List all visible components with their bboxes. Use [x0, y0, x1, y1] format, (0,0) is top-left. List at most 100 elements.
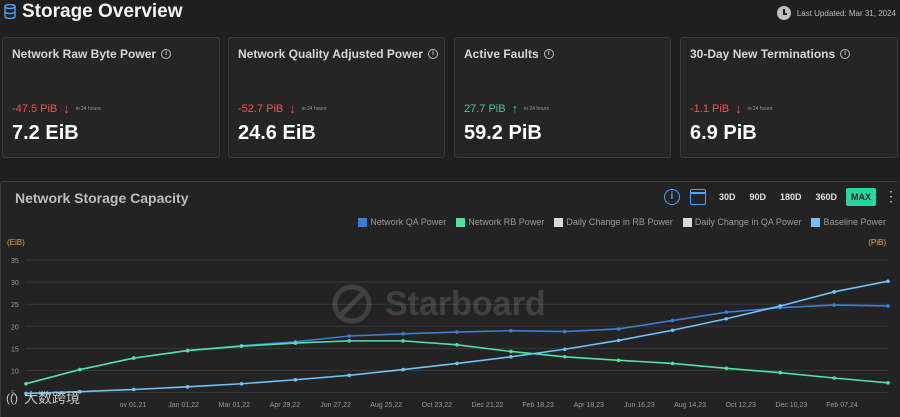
legend-swatch [682, 217, 692, 227]
x-tick-label: Apr 18,23 [574, 402, 604, 409]
data-point[interactable] [886, 304, 890, 308]
y-tick-label: 10 [11, 368, 19, 375]
arrow-down-icon: ↓ [63, 101, 70, 116]
data-point[interactable] [562, 329, 567, 334]
arrow-up-icon: ↑ [511, 101, 519, 116]
data-point[interactable] [347, 334, 352, 338]
x-tick-label: Dec 21,22 [472, 402, 504, 409]
data-point[interactable] [509, 328, 513, 333]
metric-value: 7.2 EiB [12, 122, 79, 144]
metric-change: 27.7 PiB ↑ in 24 hours [464, 101, 549, 116]
y-tick-label: 35 [11, 258, 19, 265]
data-point[interactable] [616, 338, 621, 343]
legend-item[interactable]: Network RB Power [456, 217, 544, 227]
data-point[interactable] [509, 354, 513, 359]
legend-item[interactable]: Daily Change in RB Power [554, 217, 673, 227]
metric-label: Network Quality Adjusted Power [238, 47, 423, 61]
info-icon[interactable]: i [543, 49, 554, 59]
data-point[interactable] [616, 327, 621, 331]
data-point[interactable] [131, 356, 136, 360]
data-point[interactable] [724, 316, 729, 321]
data-point[interactable] [670, 361, 675, 366]
data-point[interactable] [509, 349, 513, 354]
data-point[interactable] [616, 358, 621, 363]
range-button-90d[interactable]: 90D [749, 192, 766, 202]
chart-watermark: Starboard [385, 285, 546, 323]
database-icon [4, 4, 16, 19]
x-tick-label: Jan 01,22 [168, 402, 199, 409]
metric-change: -47.5 PiB ↓ in 24 hours [12, 101, 101, 116]
data-point[interactable] [293, 377, 298, 382]
data-point[interactable] [455, 330, 459, 334]
metric-value: 24.6 EiB [238, 122, 316, 144]
x-tick-label: Apr 29,22 [270, 402, 300, 409]
range-button-180d[interactable]: 180D [779, 192, 802, 202]
data-point[interactable] [401, 332, 405, 336]
arrow-down-icon: ↓ [735, 101, 742, 116]
data-point[interactable] [832, 303, 836, 307]
x-tick-label: Aug 14,23 [674, 402, 706, 409]
data-point[interactable] [131, 387, 136, 392]
data-point[interactable] [24, 391, 28, 396]
data-point[interactable] [455, 343, 459, 347]
data-point[interactable] [347, 339, 352, 343]
metric-label: Active Faults [464, 47, 539, 61]
data-point[interactable] [778, 304, 783, 308]
data-point[interactable] [185, 385, 190, 389]
metric-label: Network Raw Byte Power [12, 47, 157, 61]
starboard-logo-icon [332, 284, 372, 324]
info-icon[interactable]: i [663, 189, 680, 205]
data-point[interactable] [724, 366, 729, 371]
x-tick-label: Oct 12,23 [726, 402, 756, 409]
data-point[interactable] [670, 328, 675, 333]
range-button-max[interactable]: MAX [846, 188, 876, 206]
x-tick-label: Dec 10,23 [775, 402, 807, 409]
legend-item[interactable]: Network QA Power [358, 217, 446, 227]
data-point[interactable] [401, 367, 405, 372]
data-point[interactable] [562, 347, 567, 352]
range-button-30d[interactable]: 30D [718, 192, 736, 202]
last-updated: Last Updated: Mar 31, 2024 [776, 6, 896, 20]
metric-change: -1.1 PiB ↓ in 24 hours [690, 101, 773, 116]
calendar-icon[interactable] [689, 189, 706, 205]
data-point[interactable] [239, 381, 244, 386]
data-point[interactable] [293, 341, 298, 345]
info-icon[interactable]: i [427, 49, 438, 59]
range-button-360d[interactable]: 360D [815, 192, 837, 202]
storage-capacity-chart: 5 10 15 20 25 30 35 Starboard ov 01,21 Jan 01,2… [11, 258, 890, 409]
data-point[interactable] [347, 373, 352, 378]
left-axis-unit: (EiB) [7, 238, 25, 247]
info-icon[interactable]: i [161, 49, 172, 59]
network-storage-capacity-panel: Network Storage Capacity i 30D 90D 180D … [0, 181, 900, 417]
metric-card-active-faults: Active Faults i 27.7 PiB ↑ in 24 hours 5… [454, 37, 671, 158]
x-tick-label: Oct 23,22 [422, 402, 452, 409]
data-point[interactable] [886, 279, 890, 284]
data-point[interactable] [24, 381, 28, 386]
data-point[interactable] [239, 344, 244, 348]
metric-label: 30-Day New Terminations [690, 47, 836, 61]
info-icon[interactable]: i [840, 49, 851, 59]
site-watermark: (() 大数跨境 [6, 388, 80, 408]
chart-legend: Network QA Power Network RB Power Daily … [358, 217, 886, 227]
right-axis-unit: (PiB) [868, 238, 886, 247]
data-point[interactable] [832, 376, 836, 380]
data-point[interactable] [778, 370, 783, 375]
last-updated-text: Last Updated: Mar 31, 2024 [796, 8, 896, 18]
data-point[interactable] [78, 367, 82, 372]
data-point[interactable] [455, 361, 459, 366]
data-point[interactable] [886, 381, 890, 385]
legend-item[interactable]: Daily Change in QA Power [682, 217, 801, 227]
data-point[interactable] [832, 290, 836, 294]
data-point[interactable] [185, 348, 190, 353]
y-tick-label: 15 [11, 346, 19, 353]
legend-item[interactable]: Baseline Power [811, 217, 886, 227]
data-point[interactable] [401, 339, 405, 343]
data-point[interactable] [78, 389, 82, 394]
data-point[interactable] [670, 318, 675, 323]
legend-swatch [554, 217, 564, 227]
data-point[interactable] [724, 310, 729, 314]
x-tick-label: Jun 16,23 [624, 402, 655, 409]
data-point[interactable] [562, 354, 567, 359]
y-tick-label: 25 [11, 302, 19, 309]
metric-card-qa-power: Network Quality Adjusted Power i -52.7 P… [228, 37, 445, 158]
